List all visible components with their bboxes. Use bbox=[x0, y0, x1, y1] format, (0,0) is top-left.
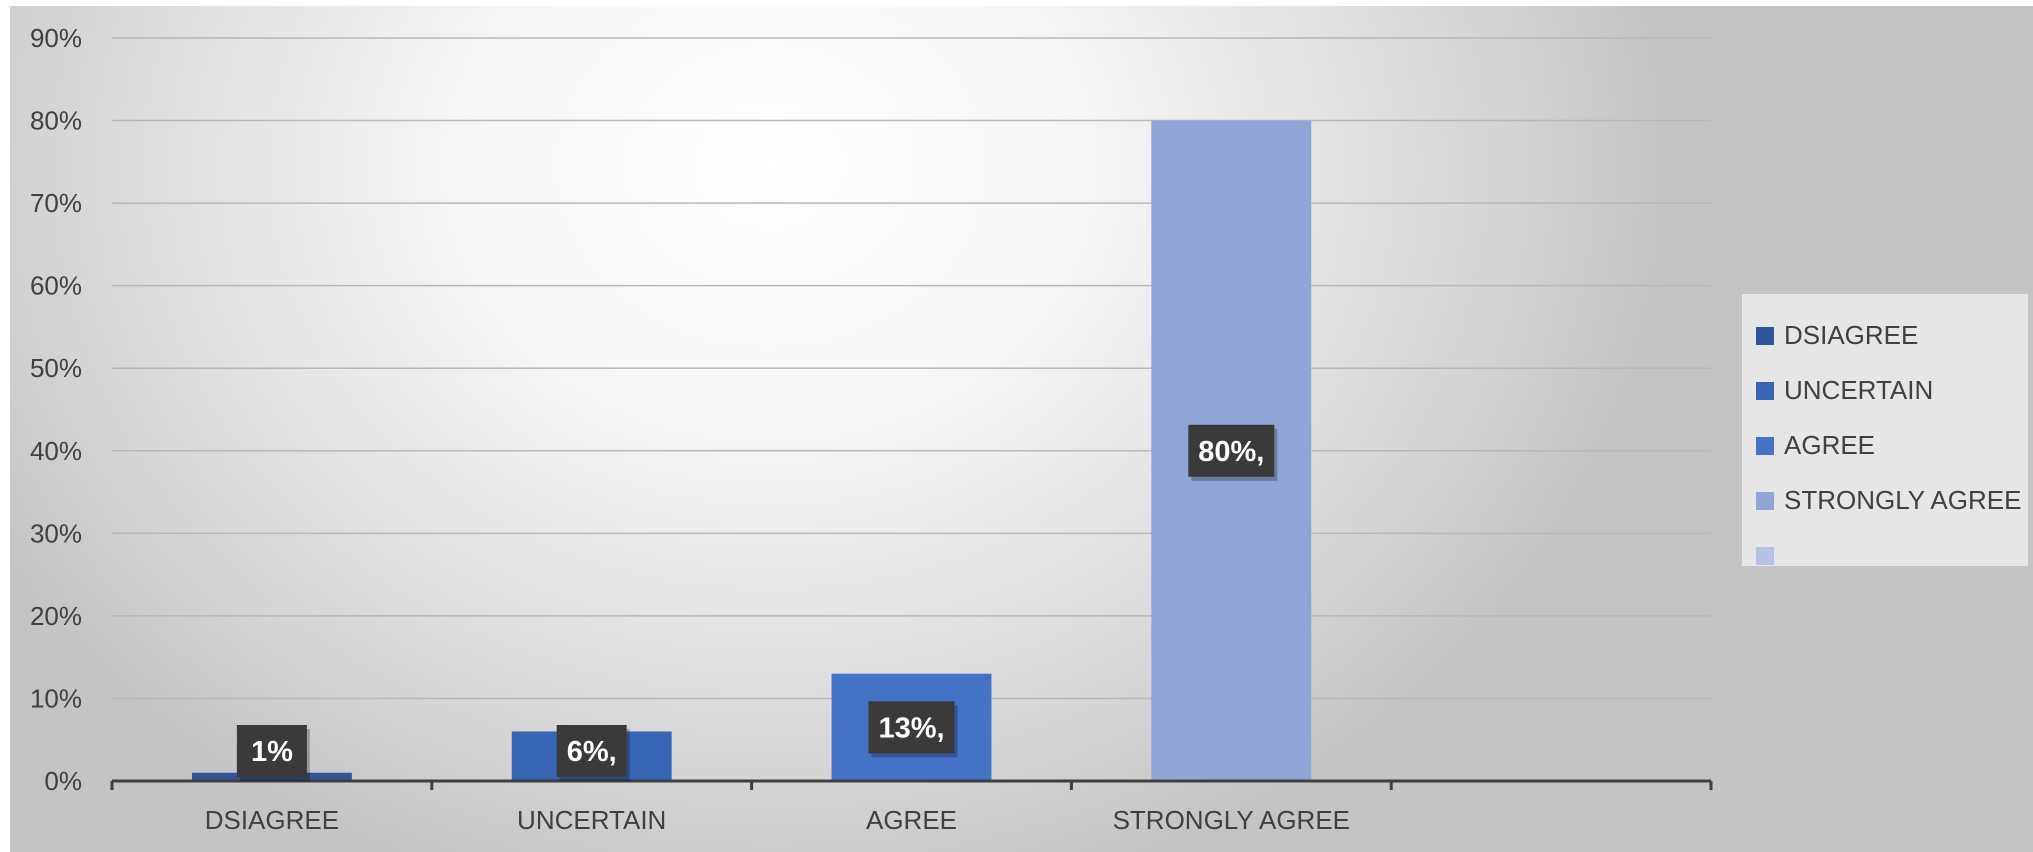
y-tick-label: 50% bbox=[30, 353, 82, 383]
y-tick-label: 70% bbox=[30, 188, 82, 218]
data-label-text: 1% bbox=[251, 736, 293, 768]
category-label: AGREE bbox=[866, 805, 957, 835]
data-label-text: 80%, bbox=[1198, 436, 1264, 468]
data-label-box bbox=[1188, 424, 1275, 477]
data-label-text: 6%, bbox=[567, 736, 617, 768]
category-label: UNCERTAIN bbox=[517, 805, 666, 835]
legend-swatch bbox=[1756, 436, 1774, 455]
chart-area: 0% 10% 20% 30% 40% 50% 60% 70% 80% 90% DSIAGREE UNC… bbox=[10, 6, 2033, 852]
y-tick-label: 90% bbox=[30, 23, 82, 53]
legend-swatch bbox=[1756, 326, 1774, 345]
legend-swatch bbox=[1756, 546, 1774, 565]
data-label: 1% bbox=[236, 725, 310, 781]
data-label-box bbox=[236, 725, 307, 777]
data-label-box bbox=[556, 725, 627, 777]
data-label-box bbox=[868, 701, 955, 754]
category-label: STRONGLY AGREE bbox=[1113, 805, 1350, 835]
legend-label: STRONGLY AGREE bbox=[1784, 485, 2022, 515]
data-label: 13%, bbox=[868, 701, 958, 758]
y-tick-label: 80% bbox=[30, 106, 82, 136]
legend-label: AGREE bbox=[1784, 430, 1876, 460]
legend-label: UNCERTAIN bbox=[1784, 375, 1934, 405]
legend-item: UNCERTAIN bbox=[1756, 363, 2028, 418]
y-tick-label: 60% bbox=[30, 271, 82, 301]
data-label-text: 13%, bbox=[878, 712, 944, 744]
legend: DSIAGREE UNCERTAIN AGREE STRONGLY AGREE bbox=[1742, 294, 2028, 566]
data-label: 80%, bbox=[1188, 424, 1278, 481]
y-tick-label: 0% bbox=[44, 766, 82, 796]
legend-item bbox=[1756, 528, 2028, 583]
y-tick-label: 10% bbox=[30, 683, 82, 713]
legend-item: STRONGLY AGREE bbox=[1756, 473, 2028, 528]
data-label: 6%, bbox=[556, 725, 630, 781]
legend-swatch bbox=[1756, 491, 1774, 510]
bar-chart: 0% 10% 20% 30% 40% 50% 60% 70% 80% 90% DSIAGREE UNC… bbox=[30, 23, 1713, 835]
y-tick-label: 20% bbox=[30, 601, 82, 631]
y-tick-label: 30% bbox=[30, 518, 82, 548]
category-label: DSIAGREE bbox=[205, 805, 339, 835]
legend-item: AGREE bbox=[1756, 418, 2028, 473]
legend-label: DSIAGREE bbox=[1784, 320, 1919, 350]
legend-swatch bbox=[1756, 381, 1774, 400]
y-tick-label: 40% bbox=[30, 436, 82, 466]
legend-item: DSIAGREE bbox=[1756, 308, 2028, 363]
